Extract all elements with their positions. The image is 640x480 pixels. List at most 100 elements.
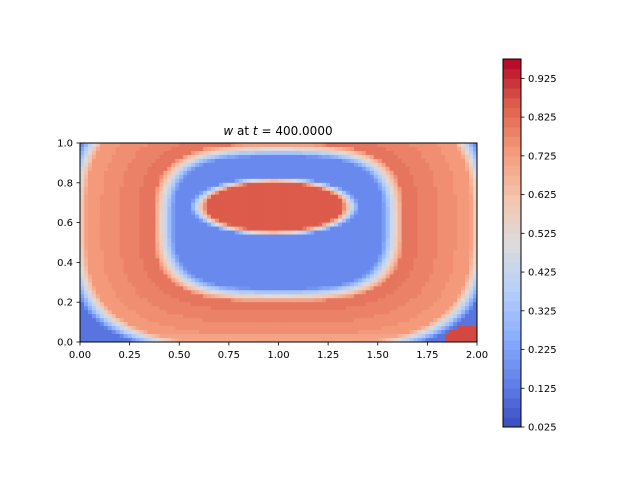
heatmap-cell (437, 298, 442, 303)
heatmap-cell (326, 246, 331, 252)
heatmap-cell (353, 190, 359, 196)
heatmap-cell (250, 254, 256, 260)
heatmap-cell (345, 334, 351, 339)
heatmap-cell (425, 186, 430, 192)
heatmap-cell (385, 246, 391, 252)
heatmap-cell (143, 158, 149, 164)
heatmap-cell (290, 242, 295, 248)
heatmap-cell (87, 298, 93, 303)
heatmap-cell (103, 310, 109, 315)
heatmap-cell (179, 306, 184, 311)
heatmap-cell (87, 326, 93, 331)
heatmap-cell (80, 154, 85, 160)
heatmap-cell (322, 334, 327, 339)
heatmap-cell (330, 270, 335, 275)
heatmap-cell (342, 286, 347, 291)
heatmap-cell (111, 262, 117, 267)
heatmap-cell (131, 194, 137, 200)
heatmap-cell (385, 314, 391, 319)
heatmap-cell (175, 226, 180, 232)
heatmap-cell (99, 158, 105, 164)
heatmap-cell (401, 198, 407, 204)
heatmap-cell (286, 182, 292, 188)
heatmap-cell (441, 150, 446, 156)
heatmap-cell (345, 338, 351, 342)
heatmap-cell (163, 186, 168, 192)
heatmap-cell (107, 302, 113, 307)
heatmap-cell (381, 206, 387, 212)
heatmap-cell (381, 246, 387, 252)
heatmap-cell (397, 158, 403, 164)
heatmap-cell (425, 226, 430, 232)
heatmap-cell (361, 338, 367, 342)
heatmap-cell (369, 254, 375, 260)
heatmap-cell (191, 170, 196, 176)
heatmap-cell (171, 310, 176, 315)
heatmap-cell (417, 143, 423, 148)
heatmap-cell (330, 202, 335, 208)
heatmap-cell (397, 270, 403, 275)
heatmap-cell (461, 154, 466, 160)
heatmap-cell (135, 190, 141, 196)
heatmap-cell (433, 226, 438, 232)
heatmap-cell (199, 194, 204, 200)
heatmap-cell (147, 186, 153, 192)
heatmap-cell (401, 262, 407, 267)
heatmap-cell (211, 306, 216, 311)
heatmap-cell (345, 174, 351, 180)
heatmap-cell (381, 210, 387, 216)
heatmap-cell (417, 154, 423, 160)
heatmap-cell (250, 226, 256, 232)
heatmap-cell (238, 242, 244, 248)
heatmap-cell (282, 282, 288, 287)
heatmap-cell (294, 154, 299, 160)
heatmap-cell (349, 174, 355, 180)
heatmap-cell (155, 270, 160, 275)
heatmap-cell (262, 218, 268, 224)
heatmap-cell (429, 226, 434, 232)
heatmap-cell (103, 198, 109, 204)
heatmap-cell (123, 234, 129, 240)
heatmap-cell (246, 306, 252, 311)
heatmap-cell (338, 182, 343, 188)
heatmap-cell (425, 274, 430, 279)
heatmap-cell (397, 290, 403, 295)
heatmap-cell (318, 242, 323, 248)
heatmap-cell (155, 250, 160, 256)
heatmap-cell (294, 278, 299, 283)
heatmap-cell (95, 250, 101, 256)
heatmap-cell (242, 282, 248, 287)
heatmap-cell (298, 226, 303, 232)
heatmap-cell (405, 150, 411, 156)
heatmap-cell (405, 238, 411, 244)
heatmap-cell (115, 270, 121, 275)
heatmap-cell (401, 238, 407, 244)
heatmap-cell (314, 234, 319, 240)
heatmap-cell (139, 170, 145, 176)
heatmap-cell (238, 302, 244, 307)
heatmap-cell (465, 294, 470, 299)
heatmap-cell (143, 154, 149, 160)
heatmap-cell (151, 146, 157, 152)
heatmap-cell (393, 174, 399, 180)
heatmap-cell (290, 158, 295, 164)
heatmap-cell (131, 318, 137, 323)
heatmap-cell (246, 222, 252, 228)
heatmap-cell (80, 282, 85, 287)
heatmap-cell (345, 214, 351, 220)
heatmap-cell (211, 318, 216, 323)
heatmap-cell (429, 330, 434, 335)
heatmap-cell (270, 294, 276, 299)
heatmap-cell (171, 334, 176, 339)
heatmap-cell (461, 198, 466, 204)
heatmap-cell (342, 198, 347, 204)
heatmap-cell (234, 206, 240, 212)
heatmap-cell (298, 186, 303, 192)
heatmap-cell (421, 210, 426, 216)
heatmap-cell (218, 166, 224, 172)
heatmap-cell (278, 298, 284, 303)
heatmap-cell (254, 322, 260, 327)
heatmap-cell (171, 146, 176, 152)
heatmap-cell (473, 218, 477, 224)
heatmap-cell (131, 314, 137, 319)
